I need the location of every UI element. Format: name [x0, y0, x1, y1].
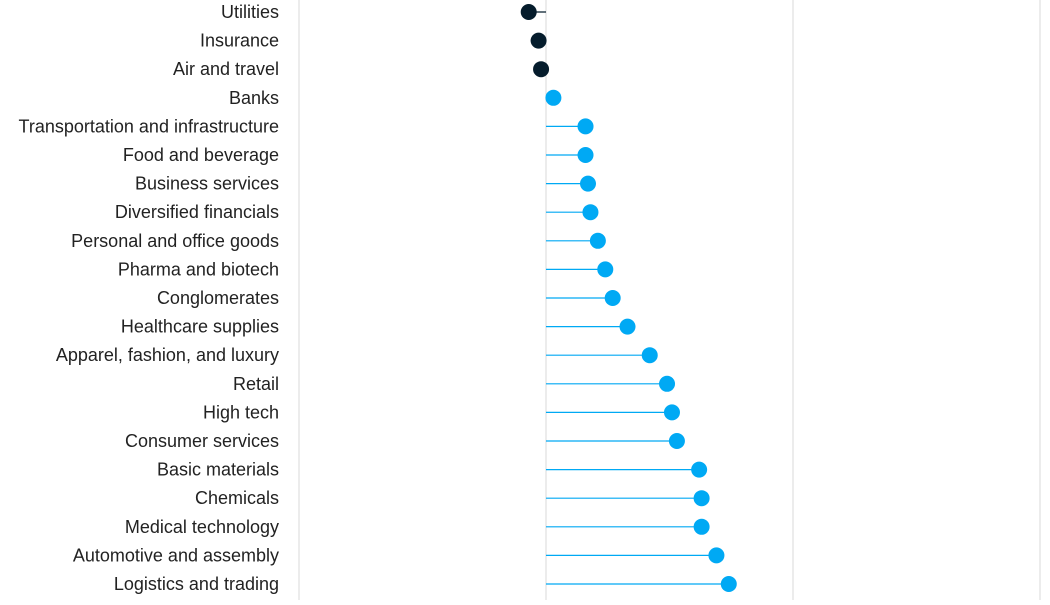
category-label: Medical technology: [125, 517, 279, 537]
lollipop-point: [545, 89, 562, 106]
category-label: High tech: [203, 402, 279, 422]
lollipop-point: [619, 318, 636, 335]
category-label: Logistics and trading: [114, 574, 279, 594]
lollipop-point: [533, 61, 550, 78]
category-label: Consumer services: [125, 431, 279, 451]
lollipop-point: [693, 490, 710, 507]
lollipop-point: [663, 404, 680, 421]
category-label: Personal and office goods: [71, 231, 279, 251]
lollipop-point: [708, 547, 725, 564]
category-label: Apparel, fashion, and luxury: [56, 345, 279, 365]
lollipop-point: [720, 576, 737, 592]
lollipop-point: [577, 147, 594, 163]
lollipop-point: [582, 204, 599, 221]
lollipop-point: [641, 347, 658, 364]
category-label: Retail: [233, 374, 279, 394]
lollipop-point: [693, 518, 710, 535]
category-label: Banks: [229, 88, 279, 108]
lollipop-point: [520, 4, 537, 20]
category-label: Food and beverage: [123, 145, 279, 165]
category-label: Chemicals: [195, 488, 279, 508]
category-label: Air and travel: [173, 59, 279, 79]
lollipop-point: [577, 118, 594, 135]
lollipop-point: [604, 290, 621, 306]
lollipop-point: [530, 32, 547, 49]
category-label: Transportation and infrastructure: [19, 116, 279, 136]
lollipop-point: [589, 232, 606, 249]
category-label: Business services: [135, 174, 279, 194]
category-label: Utilities: [221, 2, 279, 22]
category-label: Insurance: [200, 31, 279, 51]
lollipop-point: [659, 375, 676, 392]
lollipop-point: [668, 433, 685, 449]
lollipop-point: [597, 261, 614, 278]
category-label: Pharma and biotech: [118, 259, 279, 279]
category-label: Diversified financials: [115, 202, 279, 222]
category-label: Automotive and assembly: [73, 545, 279, 565]
category-label: Basic materials: [157, 460, 279, 480]
category-label: Healthcare supplies: [121, 317, 279, 337]
category-label: Conglomerates: [157, 288, 279, 308]
lollipop-point: [691, 461, 708, 478]
lollipop-point: [579, 175, 596, 192]
